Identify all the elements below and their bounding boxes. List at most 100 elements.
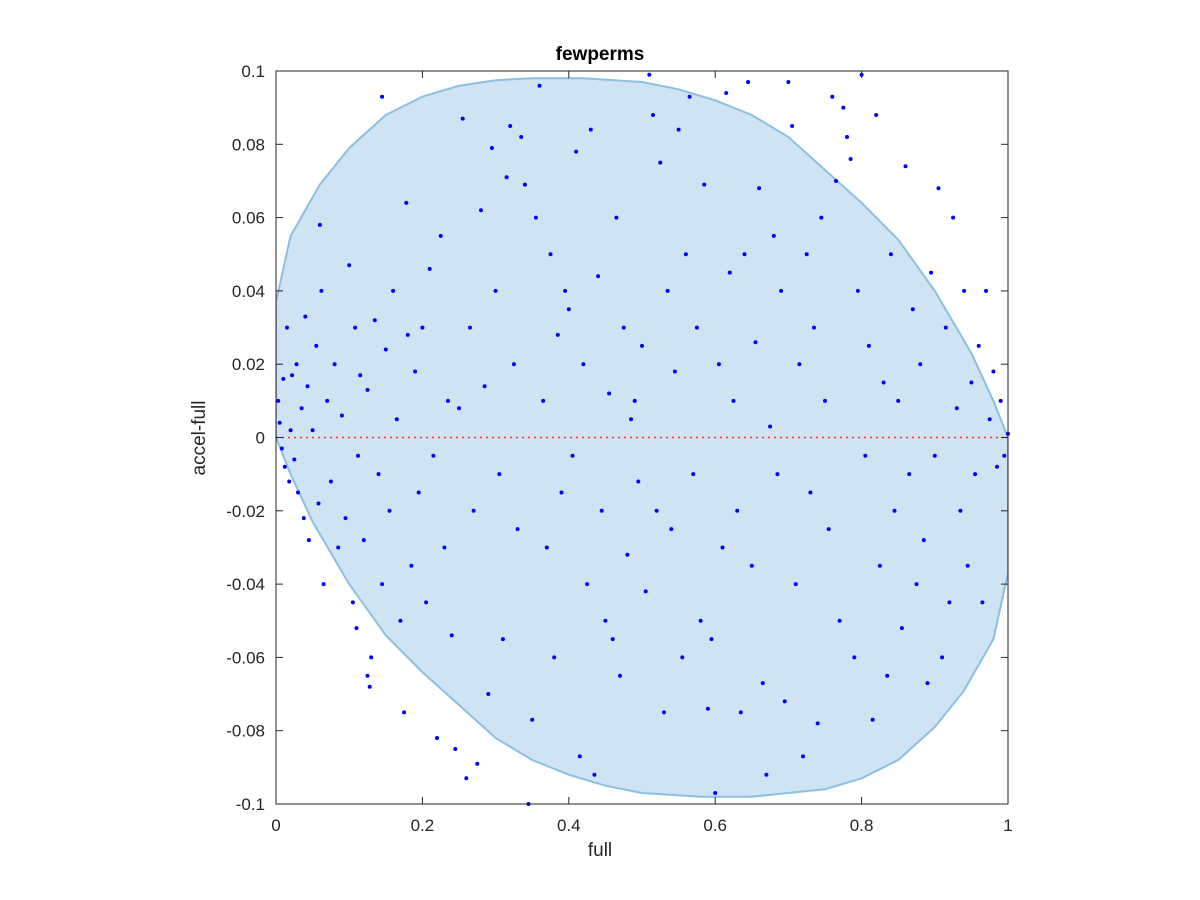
data-point: [687, 94, 692, 99]
data-point: [305, 384, 310, 389]
data-point: [361, 538, 366, 543]
x-tick-label: 0.2: [411, 816, 435, 835]
data-point: [339, 413, 344, 418]
data-point: [585, 582, 590, 587]
data-point: [387, 508, 392, 513]
data-point: [515, 527, 520, 532]
data-point: [874, 113, 879, 117]
data-point: [548, 252, 553, 257]
data-point: [314, 343, 319, 348]
data-point: [621, 325, 626, 330]
data-point: [424, 600, 429, 605]
data-point: [290, 373, 295, 378]
data-point: [599, 508, 604, 513]
data-point: [731, 398, 736, 403]
data-point: [328, 479, 333, 484]
data-point: [753, 340, 758, 345]
data-point: [475, 761, 480, 766]
data-point: [749, 563, 754, 568]
chart-title: fewperms: [555, 44, 645, 65]
data-point: [566, 307, 571, 312]
data-point: [764, 772, 769, 777]
data-point: [965, 563, 970, 568]
data-point: [826, 527, 831, 532]
data-point: [943, 325, 948, 330]
data-point: [991, 369, 996, 374]
data-point: [427, 266, 432, 271]
data-point: [431, 453, 436, 458]
data-point: [449, 633, 454, 638]
data-point: [790, 124, 795, 128]
x-tick-label: 1: [1003, 816, 1012, 835]
data-point: [471, 508, 476, 513]
data-point: [299, 406, 304, 411]
data-point: [325, 398, 330, 403]
data-point: [863, 453, 868, 458]
data-point: [932, 453, 937, 458]
data-point: [947, 600, 952, 605]
data-point: [460, 116, 465, 121]
data-point: [607, 391, 612, 396]
data-point: [504, 175, 509, 180]
data-point: [577, 754, 582, 759]
data-point: [369, 655, 374, 660]
data-point: [804, 252, 809, 257]
data-point: [954, 406, 959, 411]
data-point: [830, 94, 835, 99]
data-point: [936, 186, 941, 191]
data-point: [852, 655, 857, 660]
data-point: [910, 307, 915, 312]
data-point: [727, 270, 732, 275]
data-point: [596, 274, 601, 279]
data-point: [519, 135, 524, 139]
data-point: [742, 252, 747, 257]
data-point: [976, 343, 981, 348]
data-point: [508, 124, 513, 128]
data-point: [786, 80, 791, 84]
data-point: [757, 186, 762, 191]
data-point: [301, 516, 306, 521]
data-point: [918, 362, 923, 367]
data-point: [493, 288, 498, 293]
data-point: [1002, 453, 1007, 458]
data-point: [446, 398, 450, 403]
data-point: [287, 479, 292, 484]
data-point: [347, 263, 352, 268]
data-point: [563, 288, 568, 293]
data-point: [380, 582, 385, 587]
data-point: [782, 699, 787, 704]
data-point: [282, 464, 287, 469]
y-tick-label: 0.02: [232, 355, 265, 374]
data-point: [383, 347, 388, 352]
data-point: [808, 490, 813, 495]
data-point: [779, 288, 784, 293]
data-point: [277, 420, 282, 425]
y-tick-label: 0.06: [232, 209, 265, 228]
data-point: [888, 252, 893, 257]
data-point: [702, 182, 707, 187]
data-point: [760, 681, 765, 686]
data-point: [691, 472, 696, 477]
data-point: [294, 362, 299, 367]
data-point: [530, 717, 535, 722]
data-point: [332, 362, 337, 367]
data-point: [413, 369, 418, 374]
y-tick-label: -0.08: [226, 722, 265, 741]
data-point: [486, 692, 491, 696]
data-point: [643, 589, 648, 594]
data-point: [768, 424, 773, 429]
data-point: [420, 325, 425, 330]
data-point: [559, 490, 564, 495]
data-point: [603, 618, 608, 623]
data-point: [592, 772, 597, 777]
data-point: [570, 453, 575, 458]
data-point: [837, 618, 842, 623]
data-point: [442, 545, 447, 550]
data-point: [574, 149, 579, 154]
data-point: [746, 80, 751, 84]
data-point: [683, 252, 688, 257]
data-point: [372, 318, 377, 323]
data-point: [537, 83, 542, 88]
data-point: [629, 417, 633, 422]
